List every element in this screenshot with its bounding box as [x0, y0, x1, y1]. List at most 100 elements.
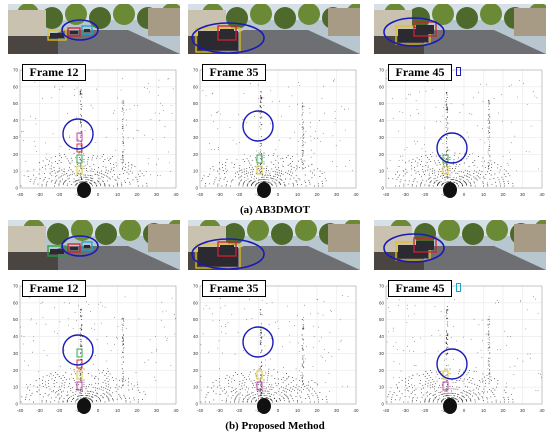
lidar-point — [487, 162, 489, 164]
lidar-point — [245, 179, 247, 181]
lidar-point — [57, 333, 58, 334]
lidar-point — [100, 184, 102, 186]
lidar-point — [227, 382, 229, 384]
lidar-point — [77, 395, 79, 397]
lidar-point — [120, 387, 122, 389]
lidar-point — [253, 168, 255, 170]
lidar-point — [123, 348, 125, 349]
lidar-point — [122, 373, 124, 374]
lidar-point — [73, 368, 75, 370]
lidar-point — [80, 309, 82, 311]
lidar-point — [488, 331, 490, 332]
lidar-point — [94, 389, 96, 391]
lidar-point — [469, 113, 471, 115]
lidar-point — [522, 360, 524, 362]
lidar-point — [445, 341, 447, 343]
lidar-point — [302, 109, 303, 111]
lidar-point — [80, 345, 82, 347]
lidar-point — [304, 358, 306, 360]
lidar-point — [295, 396, 297, 398]
lidar-point — [433, 160, 435, 162]
lidar-point — [420, 183, 422, 185]
lidar-point — [119, 174, 121, 175]
lidar-point — [399, 390, 401, 392]
lidar-point — [406, 147, 408, 148]
lidar-point — [333, 80, 334, 82]
lidar-point — [309, 397, 311, 399]
lidar-point — [287, 377, 289, 378]
lidar-point — [295, 387, 297, 389]
lidar-point — [79, 392, 81, 394]
lidar-point — [399, 181, 401, 183]
lidar-point — [479, 385, 481, 387]
lidar-point — [73, 380, 75, 382]
lidar-point — [53, 391, 55, 393]
lidar-point — [121, 102, 123, 103]
lidar-point — [128, 378, 129, 380]
lidar-point — [272, 178, 274, 179]
lidar-point — [489, 164, 490, 166]
lidar-point — [85, 387, 87, 389]
lidar-point — [288, 398, 289, 400]
lidar-point — [235, 396, 237, 398]
lidar-point — [487, 153, 489, 155]
lidar-point — [90, 170, 92, 172]
lidar-point — [463, 177, 465, 179]
lidar-point — [39, 378, 40, 380]
lidar-point — [38, 173, 40, 175]
lidar-point — [448, 181, 450, 183]
lidar-point — [279, 175, 281, 177]
lidar-point — [446, 352, 448, 354]
lidar-point — [297, 103, 298, 105]
lidar-point — [275, 322, 276, 323]
ego-vehicle — [443, 182, 457, 198]
lidar-point — [489, 339, 490, 341]
lidar-point — [91, 185, 93, 187]
highlight-circle — [62, 118, 94, 150]
lidar-point — [466, 400, 468, 402]
caption-a: (a) AB3DMOT — [240, 204, 310, 216]
lidar-point — [332, 135, 334, 137]
lidar-point — [424, 399, 426, 401]
lidar-point — [458, 180, 460, 182]
lidar-point — [279, 182, 280, 184]
lidar-point — [473, 176, 475, 178]
lidar-point — [266, 390, 268, 392]
lidar-point — [112, 397, 114, 399]
lidar-point — [153, 376, 155, 378]
lidar-point — [395, 384, 397, 386]
lidar-point — [65, 179, 67, 181]
lidar-point — [288, 376, 290, 377]
lidar-point — [80, 352, 81, 354]
lidar-point — [303, 134, 305, 136]
lidar-point — [295, 180, 297, 182]
lidar-point — [499, 181, 501, 183]
lidar-point — [109, 379, 110, 381]
lidar-point — [131, 167, 133, 169]
lidar-point — [415, 143, 417, 145]
lidar-point — [322, 185, 324, 187]
lidar-point — [122, 168, 123, 170]
lidar-point — [123, 319, 124, 320]
lidar-point — [232, 139, 234, 141]
lidar-point — [87, 397, 89, 399]
lidar-point — [287, 389, 289, 391]
lidar-point — [50, 181, 52, 183]
lidar-point — [340, 105, 342, 107]
lidar-point — [460, 182, 462, 184]
lidar-point — [446, 310, 448, 312]
lidar-point — [457, 183, 458, 185]
lidar-point — [292, 377, 293, 379]
lidar-point — [476, 171, 478, 173]
track-box — [81, 241, 93, 251]
lidar-point — [501, 176, 503, 178]
lidar-point — [46, 182, 48, 184]
lidar-point — [242, 394, 243, 396]
lidar-point — [139, 170, 141, 172]
lidar-point — [202, 177, 204, 179]
lidar-point — [436, 179, 438, 181]
lidar-point — [34, 179, 36, 181]
lidar-point — [456, 386, 458, 388]
lidar-point — [59, 170, 60, 172]
lidar-point — [282, 165, 284, 167]
